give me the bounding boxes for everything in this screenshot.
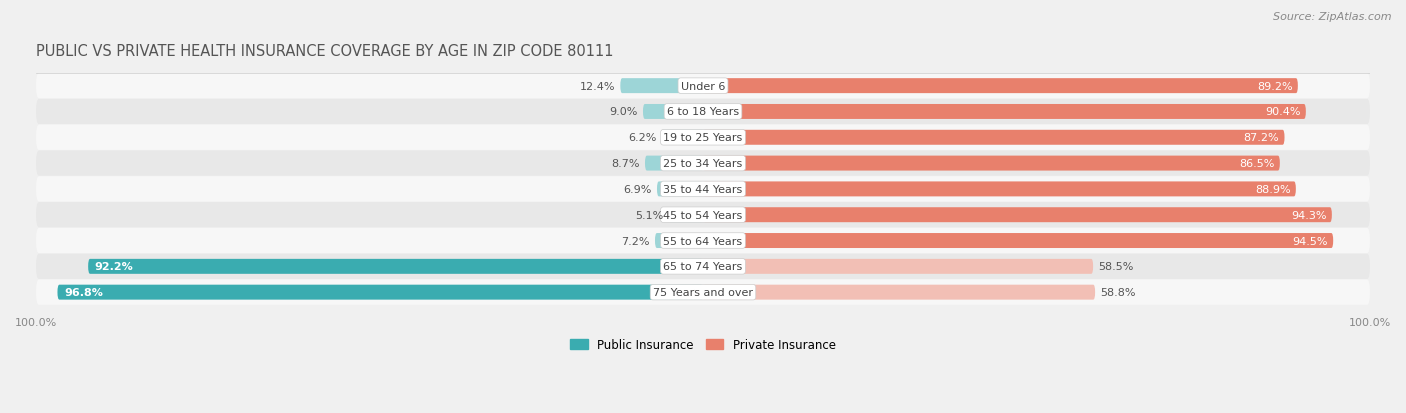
Text: 7.2%: 7.2%	[621, 236, 650, 246]
FancyBboxPatch shape	[37, 125, 1369, 151]
FancyBboxPatch shape	[703, 131, 1285, 145]
Text: 35 to 44 Years: 35 to 44 Years	[664, 185, 742, 195]
Text: 6.9%: 6.9%	[623, 185, 651, 195]
FancyBboxPatch shape	[703, 259, 1092, 274]
Text: Source: ZipAtlas.com: Source: ZipAtlas.com	[1274, 12, 1392, 22]
Text: 75 Years and over: 75 Years and over	[652, 287, 754, 297]
FancyBboxPatch shape	[662, 131, 703, 145]
Text: 12.4%: 12.4%	[579, 81, 614, 91]
FancyBboxPatch shape	[657, 182, 703, 197]
FancyBboxPatch shape	[37, 202, 1369, 228]
FancyBboxPatch shape	[655, 233, 703, 248]
Text: 96.8%: 96.8%	[65, 287, 103, 297]
FancyBboxPatch shape	[645, 156, 703, 171]
Text: 25 to 34 Years: 25 to 34 Years	[664, 159, 742, 169]
Text: 58.8%: 58.8%	[1101, 287, 1136, 297]
FancyBboxPatch shape	[89, 259, 703, 274]
FancyBboxPatch shape	[703, 233, 1333, 248]
Text: 6.2%: 6.2%	[628, 133, 657, 143]
Text: 45 to 54 Years: 45 to 54 Years	[664, 210, 742, 220]
Text: 89.2%: 89.2%	[1257, 81, 1292, 91]
Text: 65 to 74 Years: 65 to 74 Years	[664, 262, 742, 272]
Text: 9.0%: 9.0%	[609, 107, 638, 117]
Text: Under 6: Under 6	[681, 81, 725, 91]
FancyBboxPatch shape	[643, 105, 703, 120]
FancyBboxPatch shape	[37, 228, 1369, 254]
Text: PUBLIC VS PRIVATE HEALTH INSURANCE COVERAGE BY AGE IN ZIP CODE 80111: PUBLIC VS PRIVATE HEALTH INSURANCE COVER…	[37, 44, 613, 59]
Legend: Public Insurance, Private Insurance: Public Insurance, Private Insurance	[565, 334, 841, 356]
Text: 87.2%: 87.2%	[1243, 133, 1279, 143]
Text: 92.2%: 92.2%	[94, 262, 134, 272]
FancyBboxPatch shape	[703, 105, 1306, 120]
FancyBboxPatch shape	[703, 208, 1331, 223]
Text: 94.5%: 94.5%	[1292, 236, 1327, 246]
FancyBboxPatch shape	[703, 182, 1296, 197]
FancyBboxPatch shape	[58, 285, 703, 300]
Text: 86.5%: 86.5%	[1239, 159, 1274, 169]
FancyBboxPatch shape	[703, 79, 1298, 94]
FancyBboxPatch shape	[669, 208, 703, 223]
Text: 90.4%: 90.4%	[1265, 107, 1301, 117]
Text: 94.3%: 94.3%	[1291, 210, 1326, 220]
FancyBboxPatch shape	[37, 100, 1369, 125]
FancyBboxPatch shape	[703, 156, 1279, 171]
FancyBboxPatch shape	[37, 74, 1369, 99]
Text: 55 to 64 Years: 55 to 64 Years	[664, 236, 742, 246]
Text: 8.7%: 8.7%	[612, 159, 640, 169]
FancyBboxPatch shape	[37, 254, 1369, 279]
FancyBboxPatch shape	[37, 151, 1369, 176]
Text: 19 to 25 Years: 19 to 25 Years	[664, 133, 742, 143]
Text: 5.1%: 5.1%	[636, 210, 664, 220]
Text: 88.9%: 88.9%	[1256, 185, 1291, 195]
Text: 58.5%: 58.5%	[1098, 262, 1133, 272]
FancyBboxPatch shape	[37, 177, 1369, 202]
Text: 6 to 18 Years: 6 to 18 Years	[666, 107, 740, 117]
FancyBboxPatch shape	[37, 280, 1369, 305]
FancyBboxPatch shape	[620, 79, 703, 94]
FancyBboxPatch shape	[703, 285, 1095, 300]
